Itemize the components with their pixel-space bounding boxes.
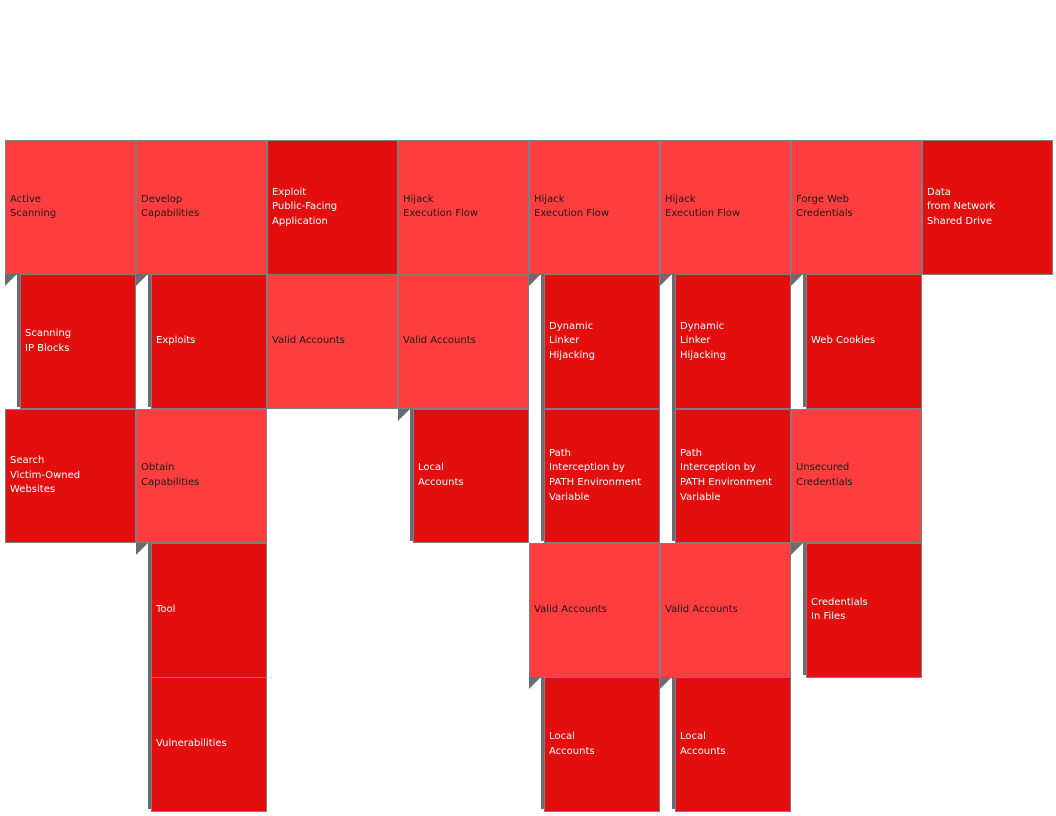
subtechnique-notch [529,274,541,287]
subtechnique-vulnerabilities[interactable]: Vulnerabilities [151,677,267,812]
subtechnique-local-accounts[interactable]: Local Accounts [675,677,791,812]
subtechnique-dynamic-linker-hijacking[interactable]: Dynamic Linker Hijacking [675,274,791,410]
technique-valid-accounts[interactable]: Valid Accounts [267,274,398,410]
subtechnique-connector [148,542,152,810]
subtechnique-connector [803,542,807,676]
subtechnique-connector [410,408,414,541]
subtechnique-local-accounts[interactable]: Local Accounts [413,408,529,544]
technique-exploit-public-facing-application[interactable]: Exploit Public-Facing Application [267,140,398,275]
subtechnique-path-interception-by-path-environment-variable[interactable]: Path Interception by PATH Environment Va… [675,408,791,544]
subtechnique-connector [672,677,676,810]
technique-data-from-network-shared-drive[interactable]: Data from Network Shared Drive [922,140,1053,275]
subtechnique-path-interception-by-path-environment-variable[interactable]: Path Interception by PATH Environment Va… [544,408,660,544]
subtechnique-notch [660,274,672,287]
technique-active-scanning[interactable]: Active Scanning [5,140,136,275]
subtechnique-dynamic-linker-hijacking[interactable]: Dynamic Linker Hijacking [544,274,660,410]
subtechnique-tool[interactable]: Tool [151,542,267,678]
subtechnique-notch [791,542,803,555]
subtechnique-scanning-ip-blocks[interactable]: Scanning IP Blocks [20,274,136,410]
subtechnique-connector [803,274,807,407]
subtechnique-connector [541,677,545,810]
technique-unsecured-credentials[interactable]: Unsecured Credentials [791,408,922,544]
technique-valid-accounts[interactable]: Valid Accounts [660,542,791,678]
technique-hijack-execution-flow[interactable]: Hijack Execution Flow [529,140,660,275]
technique-hijack-execution-flow[interactable]: Hijack Execution Flow [660,140,791,275]
subtechnique-connector [17,274,21,407]
subtechnique-exploits[interactable]: Exploits [151,274,267,410]
subtechnique-notch [791,274,803,287]
subtechnique-local-accounts[interactable]: Local Accounts [544,677,660,812]
subtechnique-notch [529,677,541,690]
subtechnique-web-cookies[interactable]: Web Cookies [806,274,922,410]
subtechnique-notch [136,274,148,287]
subtechnique-notch [5,274,17,287]
subtechnique-connector [541,274,545,541]
subtechnique-notch [136,542,148,555]
subtechnique-connector [148,274,152,407]
subtechnique-connector [672,274,676,541]
subtechnique-notch [398,408,410,421]
technique-search-victim-owned-websites[interactable]: Search Victim-Owned Websites [5,408,136,544]
technique-forge-web-credentials[interactable]: Forge Web Credentials [791,140,922,275]
subtechnique-credentials-in-files[interactable]: Credentials In Files [806,542,922,678]
technique-obtain-capabilities[interactable]: Obtain Capabilities [136,408,267,544]
subtechnique-notch [660,677,672,690]
technique-develop-capabilities[interactable]: Develop Capabilities [136,140,267,275]
technique-valid-accounts[interactable]: Valid Accounts [398,274,529,410]
technique-valid-accounts[interactable]: Valid Accounts [529,542,660,678]
technique-hijack-execution-flow[interactable]: Hijack Execution Flow [398,140,529,275]
